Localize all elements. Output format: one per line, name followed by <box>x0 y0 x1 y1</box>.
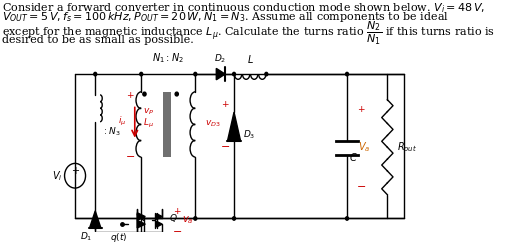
Circle shape <box>175 92 178 96</box>
Circle shape <box>265 72 268 76</box>
Polygon shape <box>227 112 241 141</box>
Polygon shape <box>216 68 225 80</box>
Text: $i_\mu$: $i_\mu$ <box>119 115 127 128</box>
Polygon shape <box>156 214 162 219</box>
Circle shape <box>140 72 143 76</box>
Circle shape <box>94 217 97 220</box>
Text: $+$: $+$ <box>357 104 366 114</box>
Text: $:N_3$: $:N_3$ <box>102 125 121 138</box>
Text: $V_a$: $V_a$ <box>358 140 370 154</box>
Text: $+$: $+$ <box>71 165 80 176</box>
Polygon shape <box>156 221 162 227</box>
Polygon shape <box>137 213 145 220</box>
Text: $D_3$: $D_3$ <box>243 129 256 141</box>
Circle shape <box>94 72 97 76</box>
Text: $D_2$: $D_2$ <box>214 52 226 65</box>
Text: except for the magnetic inductance $L_\mu$. Calculate the turns ratio $\dfrac{N_: except for the magnetic inductance $L_\m… <box>2 20 495 47</box>
Text: $v_P$: $v_P$ <box>143 107 154 117</box>
Text: $V_{OUT} = 5\,V, f_s = 100\,kHz, P_{OUT} = 20\,W, N_1 = N_3$. Assume all compone: $V_{OUT} = 5\,V, f_s = 100\,kHz, P_{OUT}… <box>2 10 449 24</box>
Text: $-$: $-$ <box>357 180 366 190</box>
Polygon shape <box>89 211 101 228</box>
Bar <box>163 92 171 157</box>
Text: $v_{D3}$: $v_{D3}$ <box>205 118 221 129</box>
Text: $L_\mu$: $L_\mu$ <box>143 117 154 130</box>
Circle shape <box>194 217 197 220</box>
Circle shape <box>345 72 349 76</box>
Text: $Q$: $Q$ <box>170 213 178 224</box>
Text: $+$: $+$ <box>126 90 134 100</box>
Circle shape <box>143 92 146 96</box>
Text: $L$: $L$ <box>247 53 253 65</box>
Text: $-$: $-$ <box>220 140 230 150</box>
Text: $+$: $+$ <box>221 100 230 110</box>
Text: $D_1$: $D_1$ <box>80 231 92 243</box>
Text: $V_i$: $V_i$ <box>52 169 62 183</box>
Text: $R_{out}$: $R_{out}$ <box>397 140 417 154</box>
Text: $-$: $-$ <box>125 150 135 160</box>
Text: desired to be as small as possible.: desired to be as small as possible. <box>2 35 193 45</box>
Text: $v_a$: $v_a$ <box>182 214 194 226</box>
Circle shape <box>233 72 236 76</box>
Circle shape <box>194 72 197 76</box>
Polygon shape <box>137 220 145 228</box>
Text: $-$: $-$ <box>173 225 182 235</box>
Text: $N_1:N_2$: $N_1:N_2$ <box>152 51 184 65</box>
Text: Consider a forward converter in continuous conduction mode shown below. $V_i = 4: Consider a forward converter in continuo… <box>2 1 485 15</box>
Circle shape <box>345 217 349 220</box>
Circle shape <box>233 217 236 220</box>
Text: $q(t)$: $q(t)$ <box>110 231 127 244</box>
Text: $+$: $+$ <box>173 206 182 216</box>
Text: $C$: $C$ <box>350 151 358 163</box>
